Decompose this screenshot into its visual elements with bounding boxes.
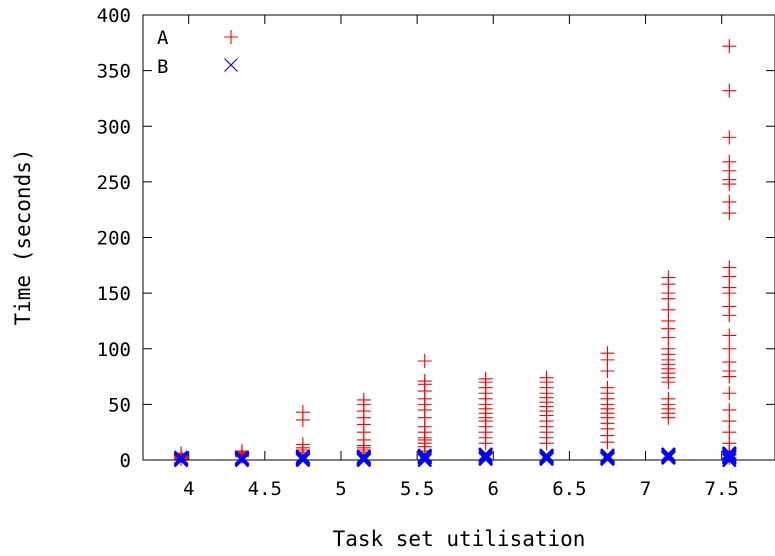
series-b-point: [661, 447, 676, 462]
x-tick-label: 4: [183, 478, 194, 500]
series-a-point: [295, 405, 310, 420]
series-a-point: [661, 391, 676, 406]
series-a-point: [722, 83, 737, 98]
x-tick-label: 6.5: [552, 478, 586, 500]
legend-label-b: B: [157, 56, 168, 78]
series-b-point: [295, 449, 311, 465]
legend-marker-a: [224, 30, 238, 44]
series-a: [174, 39, 737, 466]
series-a-point: [417, 353, 432, 368]
series-b-point: [478, 447, 493, 462]
series-a-point: [722, 341, 737, 356]
legend-label-a: A: [157, 27, 169, 49]
series-a-point: [722, 402, 737, 417]
y-axis-label: Time (seconds): [11, 148, 35, 325]
legend: AB: [157, 27, 238, 78]
series-b-point: [173, 450, 189, 466]
plot-frame: [142, 14, 775, 461]
series-a-point: [539, 370, 554, 385]
x-tick-label: 5: [335, 478, 346, 500]
series-a-point: [722, 154, 737, 169]
series-b-point: [234, 450, 250, 466]
legend-marker-b: [224, 58, 238, 72]
y-tick-label: 250: [97, 172, 131, 194]
series-b-point: [417, 448, 433, 463]
y-tick-label: 350: [97, 61, 131, 83]
series-a-point: [722, 299, 737, 314]
x-tick-label: 7.5: [705, 478, 739, 500]
series-a-point: [417, 374, 432, 389]
series-b-point: [539, 448, 554, 463]
x-tick-label: 4.5: [248, 478, 282, 500]
series-a-point: [722, 328, 737, 343]
series-b: [173, 445, 737, 468]
series-a-point: [722, 386, 737, 401]
x-tick-label: 5.5: [400, 478, 434, 500]
series-a-point: [661, 270, 676, 285]
y-tick-label: 100: [97, 339, 131, 361]
series-b-point: [356, 449, 372, 465]
y-tick-label: 0: [120, 450, 131, 472]
series-a-point: [234, 444, 249, 459]
series-b-point: [721, 452, 737, 468]
series-a-point: [600, 346, 615, 361]
series-a-point: [722, 194, 737, 209]
series-b-point: [478, 450, 493, 466]
series-b-point: [721, 445, 737, 461]
series-a-point: [722, 39, 737, 54]
y-tick-label: 400: [97, 5, 131, 27]
x-tick-label: 7: [640, 478, 651, 500]
y-tick-label: 300: [97, 116, 131, 138]
series-b-point: [417, 452, 433, 468]
series-a-point: [722, 260, 737, 275]
series-a-point: [295, 437, 310, 452]
x-tick-label: 6: [488, 478, 499, 500]
series-a-point: [356, 392, 371, 407]
series-a-point: [600, 380, 615, 395]
x-axis-label: Task set utilisation: [333, 527, 586, 551]
series-a-point: [478, 371, 493, 386]
y-tick-label: 150: [97, 283, 131, 305]
series-b-point: [600, 448, 615, 463]
y-tick-label: 50: [108, 394, 131, 416]
series-a-point: [722, 355, 737, 370]
y-tick-label: 200: [97, 228, 131, 250]
series-a-point: [722, 130, 737, 145]
